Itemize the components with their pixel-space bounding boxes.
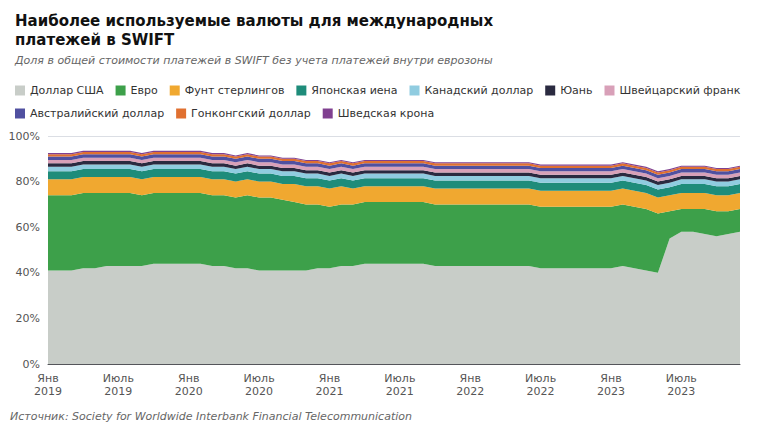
svg-text:Июль: Июль — [666, 372, 697, 385]
svg-text:Июль: Июль — [384, 372, 415, 385]
svg-text:Янв: Янв — [319, 372, 340, 385]
svg-text:2023: 2023 — [597, 385, 625, 398]
svg-text:2019: 2019 — [34, 385, 62, 398]
svg-text:Канадский доллар: Канадский доллар — [425, 84, 534, 97]
svg-text:Швейцарский франк: Швейцарский франк — [620, 84, 741, 97]
svg-text:Доллар США: Доллар США — [30, 84, 104, 97]
svg-text:20%: 20% — [16, 312, 40, 325]
svg-text:2020: 2020 — [175, 385, 203, 398]
svg-text:2023: 2023 — [667, 385, 695, 398]
svg-text:Гонконгский доллар: Гонконгский доллар — [191, 107, 311, 120]
svg-text:0%: 0% — [23, 358, 40, 371]
svg-text:Янв: Янв — [460, 372, 481, 385]
svg-text:2021: 2021 — [315, 385, 343, 398]
svg-text:Юань: Юань — [560, 84, 592, 97]
svg-text:Японская иена: Японская иена — [311, 84, 397, 97]
svg-text:Июль: Июль — [525, 372, 556, 385]
svg-text:2019: 2019 — [104, 385, 132, 398]
svg-text:Доля в общей стоимости платеже: Доля в общей стоимости платежей в SWIFT … — [14, 54, 493, 67]
svg-text:Шведская крона: Шведская крона — [338, 107, 434, 120]
svg-text:2020: 2020 — [245, 385, 273, 398]
svg-text:2022: 2022 — [456, 385, 484, 398]
svg-text:Янв: Янв — [600, 372, 621, 385]
svg-text:2021: 2021 — [386, 385, 414, 398]
svg-text:80%: 80% — [16, 175, 40, 188]
svg-text:100%: 100% — [9, 130, 40, 143]
svg-text:Источник: Society for Worldwid: Источник: Society for Worldwide Interban… — [10, 410, 412, 423]
svg-text:Австралийский доллар: Австралийский доллар — [30, 107, 164, 120]
svg-text:40%: 40% — [16, 266, 40, 279]
svg-text:Июль: Июль — [244, 372, 275, 385]
svg-text:2022: 2022 — [527, 385, 555, 398]
svg-text:60%: 60% — [16, 221, 40, 234]
svg-text:Евро: Евро — [131, 84, 158, 97]
svg-text:Янв: Янв — [178, 372, 199, 385]
svg-text:Янв: Янв — [37, 372, 58, 385]
svg-text:Июль: Июль — [103, 372, 134, 385]
svg-text:Фунт стерлингов: Фунт стерлингов — [185, 84, 285, 97]
svg-text:платежей в SWIFT: платежей в SWIFT — [15, 31, 175, 49]
svg-text:Наиболее используемые валюты д: Наиболее используемые валюты для междуна… — [15, 12, 493, 30]
